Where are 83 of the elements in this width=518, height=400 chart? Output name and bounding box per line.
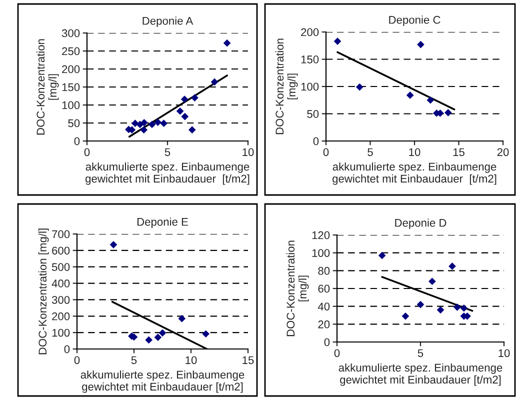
point: [148, 120, 156, 128]
y-tick-label: 600: [52, 246, 70, 255]
y-tick-label: 200: [62, 65, 80, 74]
point: [191, 94, 198, 102]
chart-title: Deponie C: [389, 16, 440, 26]
y-axis-title: DOC-Konzentration [mg/l]: [38, 228, 49, 354]
x-tick-label: 0: [334, 349, 340, 358]
y-tick-label: 700: [52, 230, 70, 238]
point: [448, 262, 456, 270]
point: [210, 78, 218, 86]
y-tick-label: 0: [324, 338, 330, 346]
point: [158, 329, 166, 337]
point: [378, 252, 386, 260]
x-tick-label: 5: [131, 356, 137, 364]
y-tick-label: 0: [313, 137, 319, 146]
point: [416, 300, 424, 308]
x-axis-title: akkumulierte spez. Einbaumenge gewichtet mit Einbaudauer [t/m2]: [332, 162, 496, 185]
y-tick-label: 60: [318, 284, 330, 293]
y-tick-label: 500: [52, 263, 70, 271]
point: [436, 306, 444, 314]
point: [145, 336, 152, 344]
x-tick-label: 5: [418, 349, 424, 358]
y-tick-label: 250: [62, 47, 80, 56]
point: [160, 120, 168, 128]
x-tick-label: 20: [497, 148, 509, 156]
point: [178, 314, 186, 322]
x-tick-label: 10: [242, 148, 254, 156]
x-tick-label: 5: [368, 148, 373, 156]
y-tick-label: 0: [74, 137, 80, 146]
point: [154, 118, 162, 126]
y-tick-label: 20: [318, 320, 330, 328]
point: [140, 126, 148, 134]
point: [110, 241, 118, 248]
point: [223, 39, 231, 47]
chart-title: Deponie A: [142, 16, 194, 27]
point: [202, 330, 210, 338]
y-tick-label: 120: [312, 231, 330, 240]
y-tick-label: 150: [62, 83, 80, 92]
point: [154, 334, 162, 342]
point: [426, 96, 434, 104]
point: [402, 312, 410, 320]
x-tick-label: 15: [242, 356, 254, 364]
point: [406, 92, 414, 99]
y-tick-label: 100: [52, 328, 70, 337]
x-tick-label: 0: [84, 148, 90, 156]
point: [180, 96, 188, 103]
y-tick-label: 200: [52, 312, 70, 320]
x-axis-title: akkumulierte spez. Einbaumenge gewichtet mit Einbaudauer [t/m2]: [338, 363, 502, 386]
y-tick-label: 400: [52, 280, 70, 288]
point: [356, 83, 364, 91]
y-tick-label: 300: [62, 29, 80, 38]
x-tick-label: 15: [453, 148, 464, 156]
point: [454, 304, 461, 311]
y-tick-label: 50: [307, 110, 319, 118]
y-tick-label: 300: [52, 296, 70, 304]
x-tick-label: 5: [164, 148, 170, 156]
y-axis-title: DOC-Konzentration [mg/l]: [36, 39, 59, 135]
point: [428, 278, 436, 286]
chart-title: Deponie D: [395, 218, 446, 229]
x-tick-label: 10: [186, 356, 197, 364]
y-axis-title: DOC-Konzentration [mg/l]: [275, 38, 298, 134]
point: [444, 108, 452, 116]
y-tick-label: 200: [301, 28, 319, 36]
y-tick-label: 100: [312, 249, 330, 257]
point: [181, 112, 189, 120]
y-tick-label: 40: [318, 302, 330, 310]
y-tick-label: 80: [318, 266, 330, 275]
y-axis-title: DOC-Konzentration [mg/l]: [286, 240, 309, 336]
chart-title: Deponie E: [137, 218, 188, 228]
point: [417, 40, 424, 48]
point: [140, 118, 148, 126]
x-axis-title: akkumulierte spez. Einbaumenge gewichtet mit Einbaudauer [t/m2]: [86, 162, 250, 185]
x-tick-label: 10: [409, 148, 420, 156]
x-tick-label: 10: [498, 349, 510, 358]
point: [460, 304, 468, 312]
y-tick-label: 100: [301, 82, 319, 91]
point: [176, 107, 184, 115]
y-tick-label: 50: [68, 119, 80, 128]
point: [334, 38, 342, 45]
y-tick-label: 100: [62, 101, 80, 110]
x-axis-title: akkumulierte spez. Einbaumenge gewichtet mit Einbaudauer [t/m2]: [80, 370, 244, 393]
y-tick-label: 150: [301, 56, 319, 64]
point: [188, 126, 196, 134]
